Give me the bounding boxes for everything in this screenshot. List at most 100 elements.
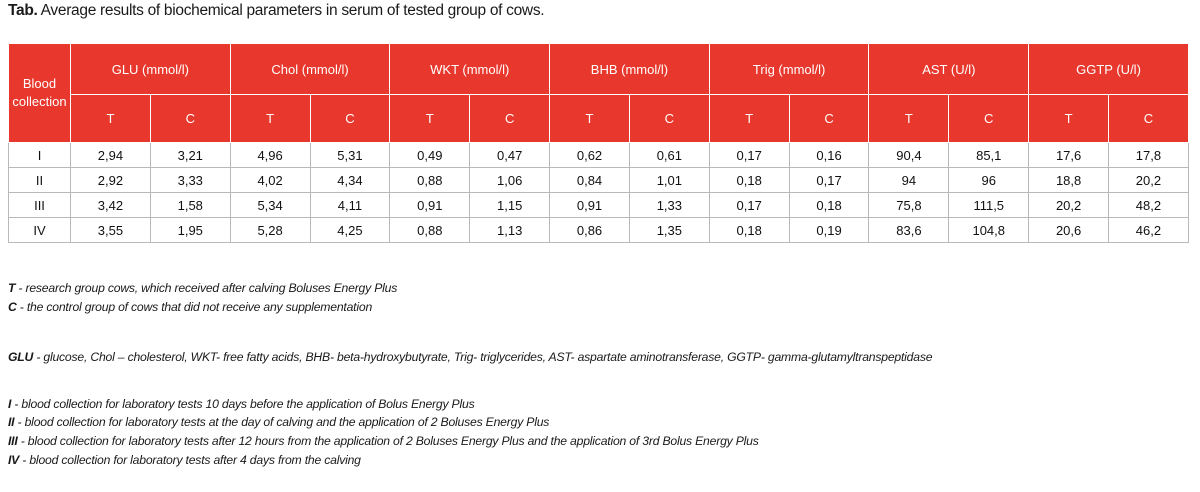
table-body: I 2,94 3,21 4,96 5,31 0,49 0,47 0,62 0,61 0,17 0,1… xyxy=(8,142,1189,243)
table-cell: 0,16 xyxy=(788,142,870,168)
group-header: GLU (mmol/l) xyxy=(70,43,231,95)
footnote-text: - blood collection for laboratory tests … xyxy=(11,397,475,411)
row-label: III xyxy=(8,192,71,218)
table-cell: 3,55 xyxy=(70,217,151,243)
table-cell: 111,5 xyxy=(948,192,1030,218)
table-cell: 0,49 xyxy=(389,142,471,168)
row-label: I xyxy=(8,142,71,168)
footnote-key: II xyxy=(8,415,15,429)
subcol-header: C xyxy=(788,94,870,143)
group-header: Trig (mmol/l) xyxy=(708,43,870,95)
table-cell: 1,06 xyxy=(469,167,551,193)
group-header: WKT (mmol/l) xyxy=(389,43,551,95)
table-cell: 1,01 xyxy=(628,167,710,193)
footnote: I - blood collection for laboratory test… xyxy=(8,397,475,411)
group-header-row: Blood collection GLU (mmol/l) Chol (mmol… xyxy=(8,43,1189,143)
footnote-text: - blood collection for laboratory tests … xyxy=(19,453,361,467)
caption-text: Average results of biochemical parameter… xyxy=(37,2,545,19)
footnote-key: GLU xyxy=(8,350,34,364)
table-cell: 5,28 xyxy=(229,217,311,243)
table-cell: 85,1 xyxy=(948,142,1030,168)
footnote: III - blood collection for laboratory te… xyxy=(8,434,759,448)
footnote: C - the control group of cows that did n… xyxy=(8,300,372,314)
table-cell: 5,31 xyxy=(309,142,391,168)
table-cell: 4,34 xyxy=(309,167,391,193)
table-row: IV 3,55 1,95 5,28 4,25 0,88 1,13 0,86 1,35 0,18 0,… xyxy=(8,217,1189,243)
subcol-header: T xyxy=(868,94,950,143)
table-cell: 20,6 xyxy=(1028,217,1110,243)
table-cell: 20,2 xyxy=(1108,167,1189,193)
subcol-header: T xyxy=(70,94,151,143)
table-cell: 0,47 xyxy=(469,142,551,168)
table-cell: 4,96 xyxy=(229,142,311,168)
table-cell: 83,6 xyxy=(868,217,950,243)
table-cell: 2,94 xyxy=(70,142,151,168)
group-header: GGTP (U/l) xyxy=(1028,43,1189,95)
footnote-key: I xyxy=(8,397,12,411)
table-cell: 1,95 xyxy=(149,217,231,243)
footnote-text: - glucose, Chol – cholesterol, WKT- free… xyxy=(33,350,933,364)
table-cell: 1,13 xyxy=(469,217,551,243)
footnote: IV - blood collection for laboratory tes… xyxy=(8,453,361,467)
footnote-text: - blood collection for laboratory tests … xyxy=(14,415,550,429)
table-cell: 0,19 xyxy=(788,217,870,243)
table-caption: Tab. Average results of biochemical para… xyxy=(8,2,545,20)
table-cell: 48,2 xyxy=(1108,192,1189,218)
group-header: AST (U/l) xyxy=(868,43,1030,95)
group-header: Chol (mmol/l) xyxy=(229,43,391,95)
table-cell: 0,88 xyxy=(389,167,471,193)
footnote-key: III xyxy=(8,434,18,448)
table-cell: 4,11 xyxy=(309,192,391,218)
table-cell: 1,15 xyxy=(469,192,551,218)
table-cell: 0,17 xyxy=(788,167,870,193)
table-cell: 96 xyxy=(948,167,1030,193)
table-cell: 17,8 xyxy=(1108,142,1189,168)
footnote: T - research group cows, which received … xyxy=(8,281,397,295)
footnote-text: - blood collection for laboratory tests … xyxy=(17,434,759,448)
table-cell: 1,58 xyxy=(149,192,231,218)
footnote: GLU - glucose, Chol – cholesterol, WKT- … xyxy=(8,350,933,364)
table-cell: 0,62 xyxy=(549,142,630,168)
table-cell: 17,6 xyxy=(1028,142,1110,168)
table-cell: 0,84 xyxy=(549,167,630,193)
footnote-key: T xyxy=(8,281,16,295)
table-cell: 94 xyxy=(868,167,950,193)
subcol-header: C xyxy=(1108,94,1189,143)
table-cell: 1,33 xyxy=(628,192,710,218)
table-cell: 20,2 xyxy=(1028,192,1110,218)
table-cell: 18,8 xyxy=(1028,167,1110,193)
footnote-key: IV xyxy=(8,453,20,467)
table-cell: 0,17 xyxy=(708,192,790,218)
table-cell: 5,34 xyxy=(229,192,311,218)
subcol-header: T xyxy=(708,94,790,143)
table-cell: 3,33 xyxy=(149,167,231,193)
subcol-header: T xyxy=(1028,94,1110,143)
table-cell: 0,18 xyxy=(788,192,870,218)
subcolumn-header-row: T C T C T C T C T C T C T C xyxy=(9,94,1189,143)
subcol-header: C xyxy=(149,94,231,143)
table-cell: 0,18 xyxy=(708,217,790,243)
subcol-header: C xyxy=(948,94,1030,143)
subcol-header: C xyxy=(309,94,391,143)
footnote-text: - the control group of cows that did not… xyxy=(16,300,373,314)
table-cell: 104,8 xyxy=(948,217,1030,243)
subcol-header: T xyxy=(549,94,630,143)
table-cell: 3,21 xyxy=(149,142,231,168)
table-cell: 4,25 xyxy=(309,217,391,243)
table-cell: 0,17 xyxy=(708,142,790,168)
table-row: II 2,92 3,33 4,02 4,34 0,88 1,06 0,84 1,01 0,18 0,… xyxy=(8,167,1189,193)
row-label: II xyxy=(8,167,71,193)
table-row: III 3,42 1,58 5,34 4,11 0,91 1,15 0,91 1,33 0,17 0… xyxy=(8,192,1189,218)
table-cell: 46,2 xyxy=(1108,217,1189,243)
table-cell: 0,18 xyxy=(708,167,790,193)
subcol-header: T xyxy=(229,94,311,143)
footnote-text: - research group cows, which received af… xyxy=(15,281,398,295)
table-cell: 0,91 xyxy=(389,192,471,218)
table-cell: 0,88 xyxy=(389,217,471,243)
subcol-header: C xyxy=(628,94,710,143)
table-cell: 0,61 xyxy=(628,142,710,168)
table-cell: 3,42 xyxy=(70,192,151,218)
group-header: BHB (mmol/l) xyxy=(549,43,710,95)
footnote-key: C xyxy=(8,300,17,314)
table-cell: 75,8 xyxy=(868,192,950,218)
